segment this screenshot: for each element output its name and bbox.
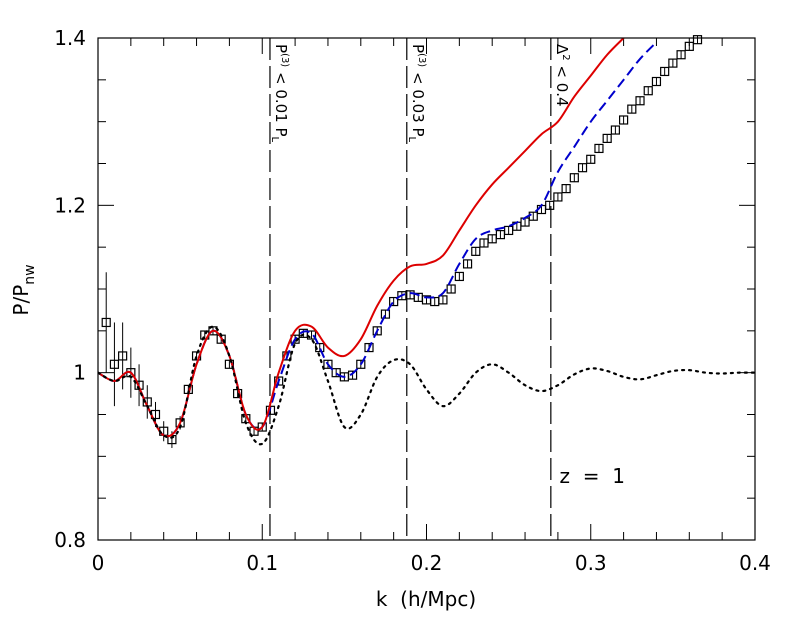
y-tick-label: 1.4 [54, 26, 86, 50]
threshold-label: P(3) < 0.03 PL [406, 44, 427, 143]
label-rest: < 0.4 [553, 61, 571, 107]
label-sup: (3) [416, 53, 427, 67]
data-point [561, 184, 571, 194]
x-tick-label: 0 [92, 551, 105, 575]
annotation: z = 1 [560, 464, 625, 488]
data-point [627, 104, 637, 114]
data-point [109, 359, 120, 369]
y-tick-label: 1 [73, 361, 86, 385]
x-tick-label: 0.2 [411, 551, 443, 575]
series-line [98, 325, 755, 446]
data-point [364, 342, 374, 353]
data-point [101, 317, 111, 328]
data-point [668, 58, 678, 68]
label-sub: L [406, 137, 417, 143]
y-label-sub: nw [22, 264, 38, 284]
data-point [454, 271, 464, 282]
data-point [471, 246, 481, 256]
label-sup: (3) [279, 53, 290, 67]
plot-frame [97, 37, 756, 541]
label-rest: < 0.01 P [272, 67, 290, 136]
series-line [98, 41, 658, 438]
label-sup: 2 [560, 54, 571, 60]
data-point [224, 359, 234, 369]
data-point [586, 154, 596, 164]
y-label-main: P/P [9, 285, 33, 316]
data-point [635, 96, 645, 106]
x-tick-label: 0.4 [739, 551, 771, 575]
data-point [610, 125, 620, 135]
y-tick-label: 0.8 [54, 528, 86, 552]
data-point [380, 309, 391, 319]
y-axis-label: P/Pnw [9, 264, 38, 315]
x-tick-label: 0.3 [575, 551, 607, 575]
data-point [356, 359, 366, 369]
data-point [274, 376, 284, 386]
data-point [577, 163, 588, 173]
data-point [569, 173, 579, 183]
data-point [462, 259, 473, 269]
data-point [389, 296, 399, 307]
data-point [594, 143, 604, 154]
data-point [545, 200, 555, 210]
data-point [553, 192, 563, 202]
y-tick-label: 1.2 [54, 193, 86, 217]
data-point [660, 66, 670, 77]
threshold-label: Δ2 < 0.4 [553, 44, 571, 107]
data-point [118, 351, 128, 361]
data-point [676, 50, 686, 60]
data-point [651, 76, 662, 87]
label-rest: < 0.03 P [409, 67, 427, 136]
data-point [602, 133, 612, 143]
x-axis-label: k (h/Mpc) [376, 587, 476, 611]
series-line [98, 38, 625, 438]
label-main: Δ [553, 44, 571, 55]
data-point [372, 326, 382, 336]
data-point [347, 370, 358, 380]
label-main: P [409, 44, 427, 53]
data-point [257, 422, 267, 432]
label-main: P [272, 44, 290, 53]
data-point [438, 295, 448, 305]
data-point [282, 351, 292, 361]
label-sub: L [269, 137, 280, 143]
data-point [446, 284, 456, 294]
data-point [692, 35, 703, 45]
data-point [684, 41, 694, 51]
data-point [618, 115, 629, 125]
data-point [323, 359, 333, 369]
threshold-label: P(3) < 0.01 PL [269, 44, 290, 143]
data-point [643, 86, 653, 96]
x-tick-label: 0.1 [246, 551, 278, 575]
